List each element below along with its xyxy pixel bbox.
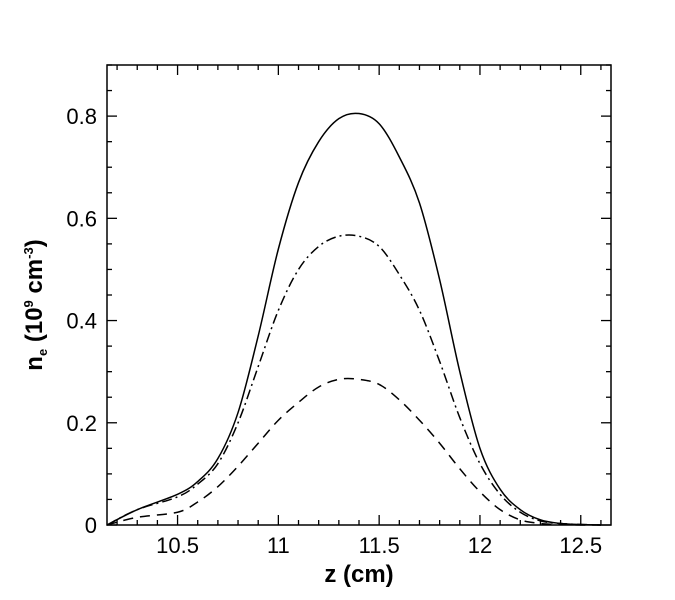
y-axis-title: ne (109 cm-3) <box>21 239 50 370</box>
x-tick-label: 11.5 <box>359 533 400 558</box>
y-axis-title-mid: cm <box>21 259 48 300</box>
y-tick-label: 0.4 <box>66 309 97 334</box>
x-tick-label: 12.5 <box>559 533 602 558</box>
x-tick-label: 11 <box>267 533 290 558</box>
plot-frame <box>106 64 612 526</box>
series-layer <box>106 112 601 526</box>
series-line-dashdot <box>106 234 601 526</box>
x-tick-label: 12 <box>468 533 492 558</box>
y-axis-title-post: ) <box>21 239 48 247</box>
y-tick-label: 0.6 <box>66 206 97 231</box>
series-line-dashed <box>106 377 601 526</box>
y-tick-label: 0 <box>85 513 97 538</box>
y-axis-title-base: n <box>21 356 48 371</box>
x-axis-title: z (cm) <box>324 561 393 588</box>
y-tick-label: 0.2 <box>66 411 97 436</box>
ticks-layer: 10.5 11 11.5 12 12.5 0 0.2 0.4 0.6 0.8 <box>66 64 611 558</box>
y-tick-label: 0.8 <box>66 104 97 129</box>
series-line-solid <box>106 112 601 526</box>
x-tick-label: 10.5 <box>156 533 199 558</box>
y-axis-title-pre: (10 <box>21 307 48 348</box>
y-axis-title-sup1: 9 <box>21 300 36 307</box>
y-axis-title-sub: e <box>35 349 50 356</box>
y-axis-title-sup2: -3 <box>21 247 36 259</box>
